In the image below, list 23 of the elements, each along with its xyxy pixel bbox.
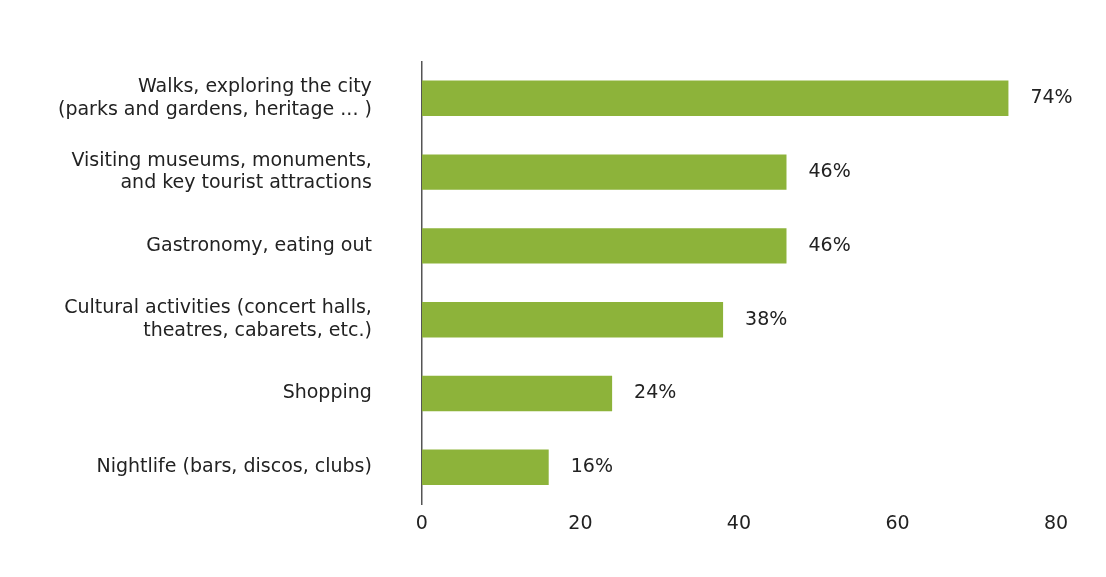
bar: [421, 154, 787, 190]
data-label: 16%: [570, 454, 613, 477]
y-tick-label: Walks, exploring the city (parks and gardens, heritage ... ): [57, 73, 372, 119]
bar: [421, 375, 613, 412]
data-label: 38%: [745, 306, 788, 329]
y-tick-label: Shopping: [282, 380, 372, 403]
bar: [421, 449, 549, 486]
x-tick-label: 80: [1043, 510, 1069, 533]
y-tick-label: Nightlife (bars, discos, clubs): [96, 454, 372, 477]
data-label: 24%: [634, 380, 677, 403]
data-label: 46%: [808, 159, 851, 182]
x-tick-label: 20: [568, 510, 593, 533]
y-tick-label: Gastronomy, eating out: [146, 232, 372, 255]
y-tick-label: Cultural activities (concert halls, theatres, cabarets, etc.): [64, 295, 372, 341]
bar: [421, 80, 1009, 117]
x-tick-label: 60: [885, 510, 910, 533]
x-tick-label: 0: [415, 510, 428, 533]
data-label: 74%: [1030, 85, 1073, 108]
x-tick-label: 40: [726, 510, 752, 533]
y-tick-label: Visiting museums, monuments, and key tourist attractions: [71, 147, 372, 193]
bar: [421, 228, 787, 264]
data-label: 46%: [808, 232, 851, 255]
bar: [421, 301, 724, 338]
